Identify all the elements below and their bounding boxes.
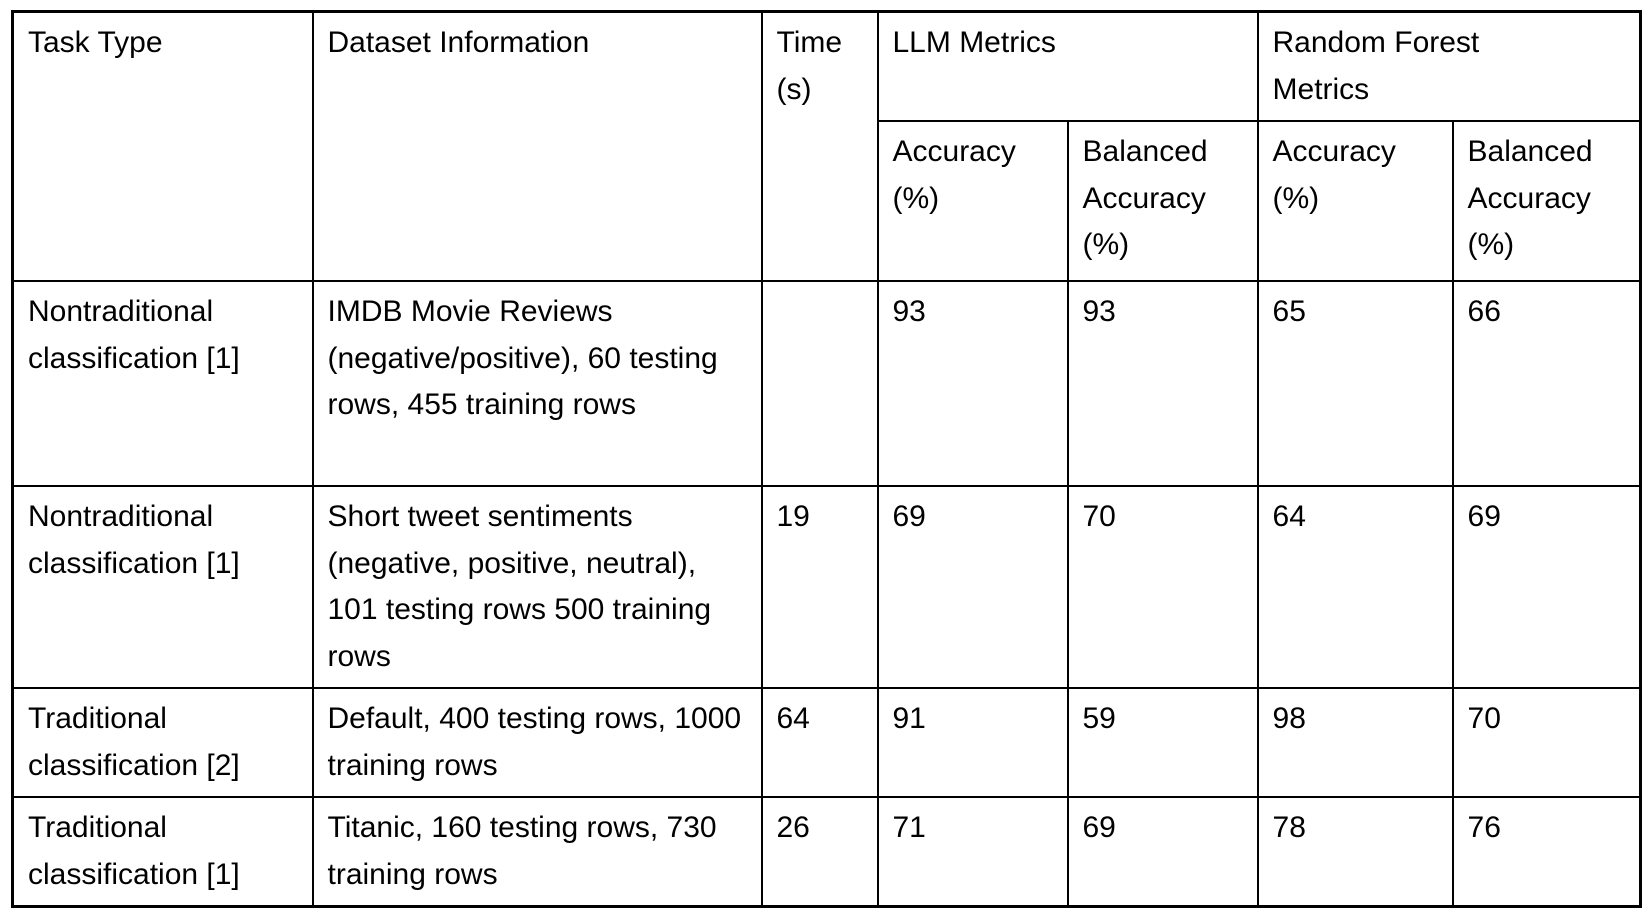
cell-rf-balanced-accuracy: 69: [1451, 485, 1642, 689]
cell-task-type: Nontraditional classification [1]: [11, 280, 314, 487]
cell-task-type: Traditional classification [2]: [11, 687, 314, 798]
cell-llm-accuracy: 71: [876, 796, 1069, 908]
col-header-rf-balanced-accuracy: Balanced Accuracy (%): [1451, 120, 1642, 282]
cell-rf-accuracy: 98: [1256, 687, 1454, 798]
cell-rf-accuracy: 78: [1256, 796, 1454, 908]
cell-task-type: Nontraditional classification [1]: [11, 485, 314, 689]
cell-rf-balanced-accuracy: 66: [1451, 280, 1642, 487]
cell-llm-balanced-accuracy: 69: [1066, 796, 1259, 908]
table-row: Traditional classification [1] Titanic, …: [11, 796, 1642, 908]
cell-task-type: Traditional classification [1]: [11, 796, 314, 908]
cell-rf-balanced-accuracy: 76: [1451, 796, 1642, 908]
col-header-llm-accuracy: Accuracy (%): [876, 120, 1069, 282]
table-row: Traditional classification [2] Default, …: [11, 687, 1642, 798]
results-table: Task Type Dataset Information Time (s) L…: [11, 10, 1642, 908]
col-header-dataset-information: Dataset Information: [311, 10, 763, 282]
header-row-groups: Task Type Dataset Information Time (s) L…: [11, 10, 1642, 282]
cell-dataset-information: Short tweet sentiments (negative, positi…: [311, 485, 763, 689]
cell-llm-balanced-accuracy: 59: [1066, 687, 1259, 798]
cell-dataset-information: Titanic, 160 testing rows, 730 training …: [311, 796, 763, 908]
cell-rf-accuracy: 65: [1256, 280, 1454, 487]
table-row: Nontraditional classification [1] Short …: [11, 485, 1642, 689]
table-row: Nontraditional classification [1] IMDB M…: [11, 280, 1642, 487]
cell-dataset-information: IMDB Movie Reviews (negative/positive), …: [311, 280, 763, 487]
cell-time: 26: [760, 796, 879, 908]
cell-llm-accuracy: 91: [876, 687, 1069, 798]
cell-llm-balanced-accuracy: 70: [1066, 485, 1259, 689]
cell-llm-accuracy: 69: [876, 485, 1069, 689]
cell-time: [760, 280, 879, 487]
cell-rf-balanced-accuracy: 70: [1451, 687, 1642, 798]
random-forest-group-label: Random Forest Metrics: [1272, 26, 1480, 106]
col-header-time: Time (s): [760, 10, 879, 282]
cell-time: 19: [760, 485, 879, 689]
col-header-llm-metrics-group: LLM Metrics: [876, 10, 1259, 122]
cell-rf-accuracy: 64: [1256, 485, 1454, 689]
header-row-sub: Accuracy (%) Balanced Accuracy (%) Accur…: [13, 120, 1642, 282]
cell-llm-balanced-accuracy: 93: [1066, 280, 1259, 487]
col-header-task-type: Task Type: [11, 10, 314, 282]
cell-time: 64: [760, 687, 879, 798]
cell-dataset-information: Default, 400 testing rows, 1000 training…: [311, 687, 763, 798]
col-header-random-forest-metrics-group: Random Forest Metrics: [1256, 10, 1642, 122]
cell-llm-accuracy: 93: [876, 280, 1069, 487]
col-header-llm-balanced-accuracy: Balanced Accuracy (%): [1066, 120, 1259, 282]
col-header-rf-accuracy: Accuracy (%): [1256, 120, 1454, 282]
